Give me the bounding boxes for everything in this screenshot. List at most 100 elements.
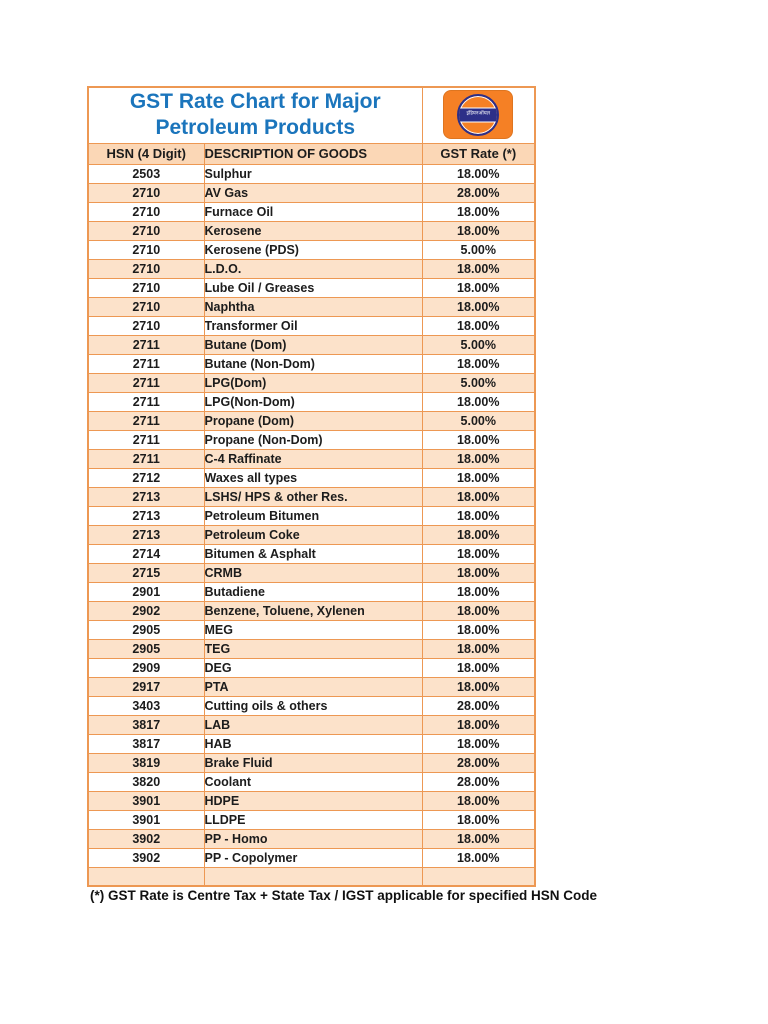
cell-hsn: 2909 [87,657,205,678]
cell-hsn: 3902 [87,847,205,868]
cell-rate: 18.00% [421,315,536,336]
table-row: 2710 Kerosene 18.00% [87,220,536,241]
indian-oil-logo-circle: इंडियनऑयल [457,93,500,136]
cell-rate: 28.00% [421,695,536,716]
table-row: 2713 LSHS/ HPS & other Res. 18.00% [87,486,536,507]
cell-hsn: 2710 [87,182,205,203]
table-row: 2710 Naphtha 18.00% [87,296,536,317]
cell-desc: Petroleum Coke [203,524,423,545]
cell-hsn: 2710 [87,258,205,279]
cell-rate: 5.00% [421,372,536,393]
cell-rate: 5.00% [421,410,536,431]
cell-desc: LLDPE [203,809,423,830]
cell-rate: 18.00% [421,391,536,412]
table-row [87,866,536,887]
cell-hsn: 2901 [87,581,205,602]
cell-rate: 28.00% [421,752,536,773]
cell-rate: 18.00% [421,581,536,602]
cell-rate: 18.00% [421,353,536,374]
table-row: 3819 Brake Fluid 28.00% [87,752,536,773]
table-row: 2917 PTA 18.00% [87,676,536,697]
table-row: 2711 LPG(Dom) 5.00% [87,372,536,393]
table-row: 3817 HAB 18.00% [87,733,536,754]
cell-hsn [87,866,205,887]
cell-desc: Propane (Non-Dom) [203,429,423,450]
cell-hsn: 2710 [87,201,205,222]
cell-desc: Bitumen & Asphalt [203,543,423,564]
table-row: 2503 Sulphur 18.00% [87,163,536,184]
cell-rate: 18.00% [421,277,536,298]
cell-desc: Sulphur [203,163,423,184]
cell-desc: Cutting oils & others [203,695,423,716]
table-row: 2710 L.D.O. 18.00% [87,258,536,279]
cell-hsn: 3901 [87,790,205,811]
cell-desc: Transformer Oil [203,315,423,336]
cell-hsn: 2713 [87,524,205,545]
cell-rate: 18.00% [421,828,536,849]
table-row: 2711 Butane (Dom) 5.00% [87,334,536,355]
cell-rate: 18.00% [421,486,536,507]
cell-desc: LSHS/ HPS & other Res. [203,486,423,507]
cell-rate: 18.00% [421,847,536,868]
cell-hsn: 2715 [87,562,205,583]
cell-desc: HDPE [203,790,423,811]
cell-hsn: 2710 [87,296,205,317]
gst-table-body: 2503 Sulphur 18.00% 2710 AV Gas 28.00% 2710 Fur… [87,163,536,887]
cell-hsn: 3817 [87,733,205,754]
table-row: 3901 HDPE 18.00% [87,790,536,811]
cell-desc [203,866,423,887]
cell-desc: Butane (Dom) [203,334,423,355]
cell-hsn: 2711 [87,448,205,469]
cell-hsn: 2711 [87,353,205,374]
table-row: 2711 Butane (Non-Dom) 18.00% [87,353,536,374]
gst-rate-table: GST Rate Chart for Major Petroleum Produ… [87,86,536,887]
cell-rate [421,866,536,887]
cell-hsn: 2713 [87,486,205,507]
cell-rate: 18.00% [421,163,536,184]
cell-desc: TEG [203,638,423,659]
cell-hsn: 2710 [87,239,205,260]
cell-hsn: 2503 [87,163,205,184]
cell-hsn: 3817 [87,714,205,735]
logo-cell: इंडियनऑयल [421,86,536,144]
table-row: 2711 Propane (Dom) 5.00% [87,410,536,431]
cell-desc: LPG(Dom) [203,372,423,393]
table-row: 2712 Waxes all types 18.00% [87,467,536,488]
indian-oil-logo-band-text: इंडियनऑयल [459,107,498,122]
cell-rate: 28.00% [421,771,536,792]
cell-desc: Kerosene (PDS) [203,239,423,260]
cell-rate: 18.00% [421,790,536,811]
table-row: 3403 Cutting oils & others 28.00% [87,695,536,716]
cell-hsn: 2710 [87,220,205,241]
cell-rate: 18.00% [421,638,536,659]
table-row: 3902 PP - Homo 18.00% [87,828,536,849]
cell-rate: 5.00% [421,239,536,260]
table-row: 2905 MEG 18.00% [87,619,536,640]
cell-hsn: 2712 [87,467,205,488]
cell-rate: 18.00% [421,296,536,317]
indian-oil-logo: इंडियनऑयल [443,90,514,139]
footnote: (*) GST Rate is Centre Tax + State Tax /… [90,888,598,903]
cell-rate: 18.00% [421,657,536,678]
table-row: 2714 Bitumen & Asphalt 18.00% [87,543,536,564]
cell-rate: 5.00% [421,334,536,355]
cell-desc: Furnace Oil [203,201,423,222]
cell-hsn: 2710 [87,315,205,336]
cell-hsn: 3820 [87,771,205,792]
cell-desc: PTA [203,676,423,697]
cell-hsn: 2905 [87,619,205,640]
cell-rate: 18.00% [421,733,536,754]
table-row: 2710 AV Gas 28.00% [87,182,536,203]
table-row: 2901 Butadiene 18.00% [87,581,536,602]
cell-desc: Benzene, Toluene, Xylenen [203,600,423,621]
cell-desc: Petroleum Bitumen [203,505,423,526]
table-row: 3902 PP - Copolymer 18.00% [87,847,536,868]
table-header-row: HSN (4 Digit) DESCRIPTION OF GOODS GST R… [87,142,536,165]
cell-hsn: 2905 [87,638,205,659]
column-header-hsn: HSN (4 Digit) [87,142,205,165]
cell-rate: 18.00% [421,448,536,469]
table-row: 3820 Coolant 28.00% [87,771,536,792]
table-row: 2710 Kerosene (PDS) 5.00% [87,239,536,260]
cell-rate: 18.00% [421,619,536,640]
title-line-1: GST Rate Chart for Major [129,90,381,114]
